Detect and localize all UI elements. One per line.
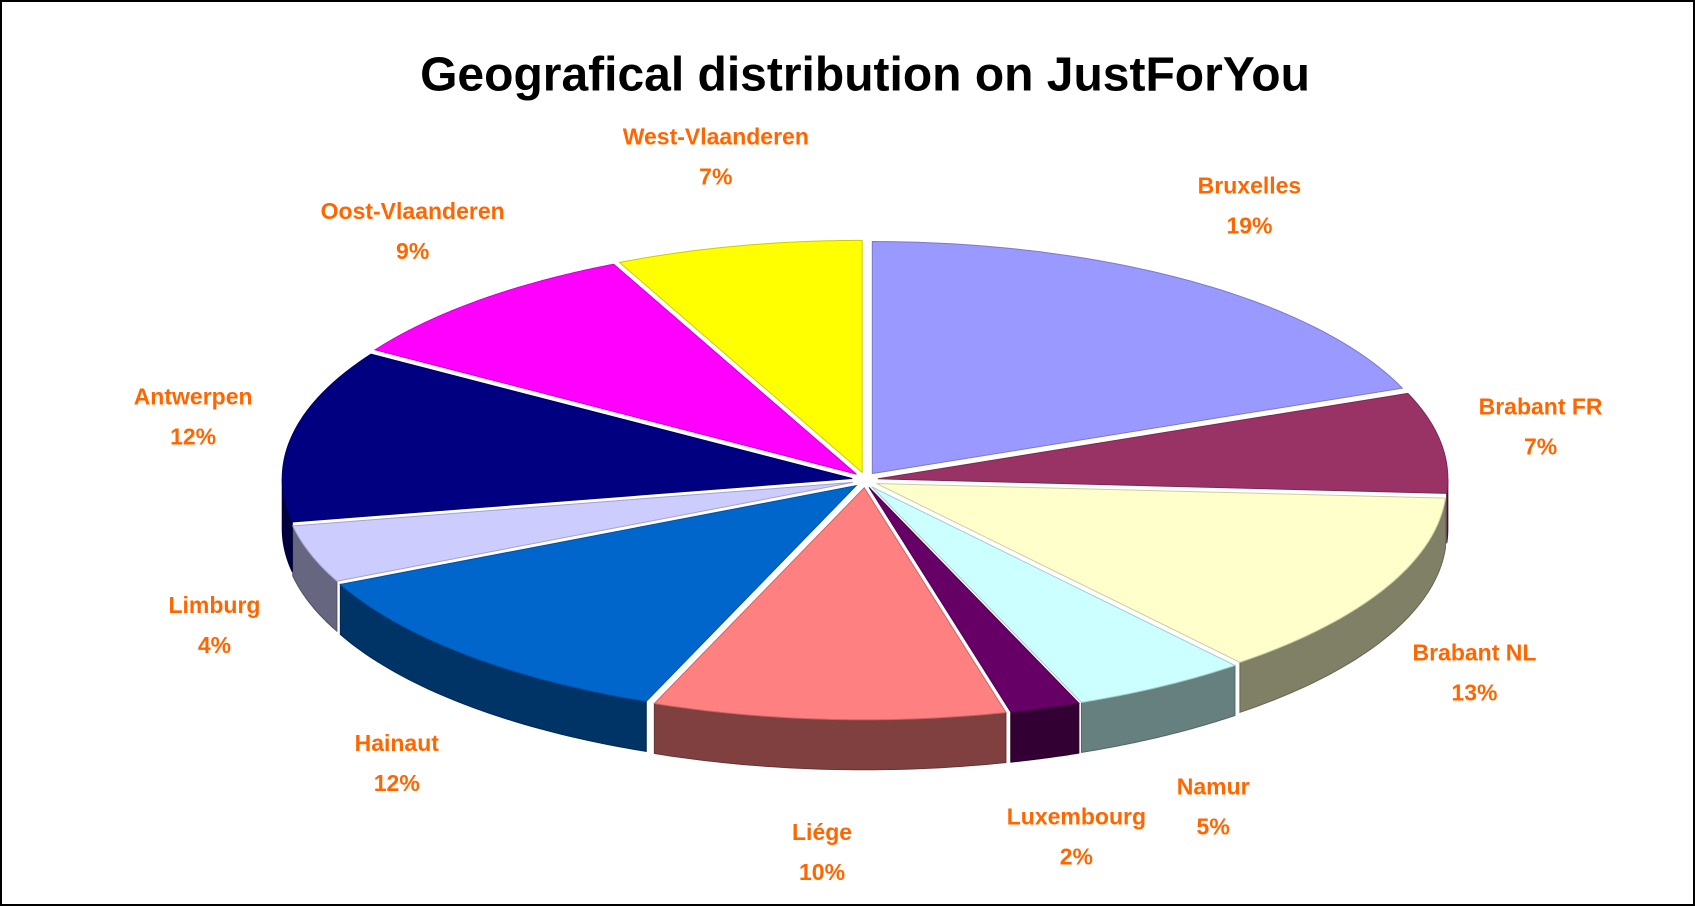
slice-label-name: West-Vlaanderen — [623, 124, 809, 150]
slice-label-name: Bruxelles — [1198, 173, 1302, 199]
slice-label-value: 4% — [198, 632, 231, 658]
slice-label-value: 12% — [170, 423, 216, 449]
chart-title: Geografical distribution on JustForYou — [420, 49, 1310, 102]
slice-label-name: Limburg — [168, 592, 260, 618]
slice — [339, 484, 858, 702]
slice-label-value: 19% — [1226, 213, 1272, 239]
slice — [877, 392, 1449, 494]
slice — [876, 483, 1447, 663]
slice-side — [1010, 702, 1080, 763]
slice — [291, 481, 853, 582]
slice-label-name: Brabant NL — [1412, 640, 1536, 666]
slice-label-name: Hainaut — [355, 730, 440, 756]
slice-label-value: 5% — [1197, 814, 1230, 840]
slice-label-value: 7% — [699, 164, 732, 190]
slice-label-value: 13% — [1451, 680, 1497, 706]
slice-label-name: Liége — [792, 819, 852, 845]
slice-label-name: Antwerpen — [134, 383, 253, 409]
slice — [871, 241, 1404, 475]
slice-label-name: Brabant FR — [1479, 394, 1603, 420]
slice — [653, 486, 1007, 721]
slice — [281, 353, 853, 523]
slice-label-name: Namur — [1177, 774, 1250, 800]
slice — [373, 263, 857, 475]
slice-label-value: 2% — [1060, 843, 1093, 869]
slice — [618, 239, 863, 474]
pie-labels: Bruxelles 19% Brabant FR 7% Brabant NL 13% Nam… — [134, 124, 1603, 885]
slice-label-value: 10% — [799, 859, 845, 885]
pie-tops — [281, 239, 1449, 721]
slice — [868, 487, 1080, 713]
slice-label-name: Luxembourg — [1007, 803, 1146, 829]
slice-label-value: 7% — [1524, 434, 1557, 460]
pie-sides — [281, 478, 1449, 771]
slice — [871, 486, 1237, 703]
slice-label-value: 9% — [396, 238, 429, 264]
slice-label-value: 12% — [374, 770, 420, 796]
slice-label-name: Oost-Vlaanderen — [321, 198, 505, 224]
